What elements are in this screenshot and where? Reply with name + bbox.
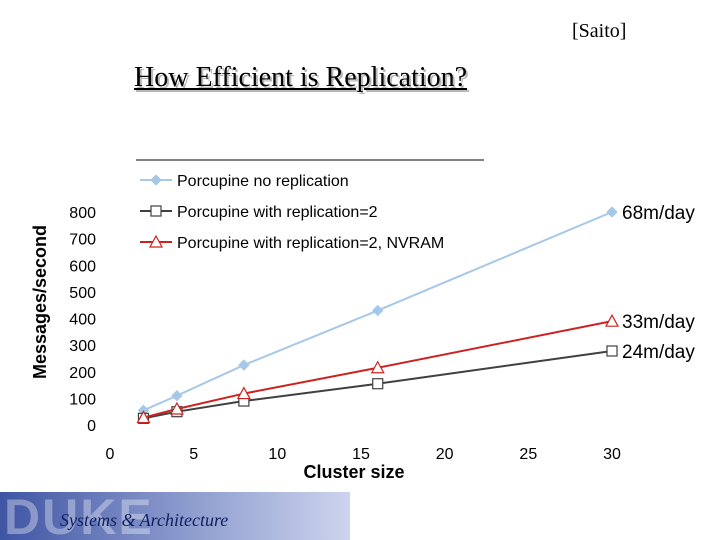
data-point: [169, 401, 184, 415]
legend: Porcupine no replication Porcupine with r…: [136, 159, 484, 252]
y-tick-label: 0: [87, 418, 96, 435]
series-end-label: 68m/day: [622, 203, 695, 224]
data-point: [606, 206, 618, 218]
footer-subtitle: Systems & Architecture: [60, 510, 229, 530]
legend-marker: [150, 174, 162, 186]
legend-entry: Porcupine with replication=2, NVRAM: [140, 234, 444, 252]
series-end-label: 24m/day: [622, 342, 695, 363]
data-point: [604, 313, 620, 327]
y-tick-label: 300: [69, 338, 96, 355]
data-point: [238, 359, 250, 371]
series-2: 24m/day: [137, 342, 695, 424]
legend-marker: [150, 205, 162, 217]
y-tick-label: 700: [69, 232, 96, 249]
data-point: [606, 345, 618, 357]
legend-label: Porcupine with replication=2: [177, 204, 378, 221]
duke-logo: DUKE: [4, 492, 154, 540]
series-3: 33m/day: [136, 312, 695, 424]
legend-entry: Porcupine with replication=2: [140, 204, 378, 221]
y-axis-label: Messages/second: [30, 225, 50, 379]
x-tick-label: 10: [268, 446, 286, 463]
legend-label: Porcupine with replication=2, NVRAM: [177, 235, 444, 252]
legend-entry: Porcupine no replication: [140, 173, 349, 190]
citation: [Saito]: [572, 20, 627, 42]
data-point: [372, 378, 384, 390]
footer-banner: DUKE Systems & Architecture: [0, 492, 350, 540]
series-1: 68m/day: [137, 203, 695, 417]
x-tick-label: 30: [603, 446, 621, 463]
data-point: [370, 360, 385, 374]
x-tick-label: 20: [436, 446, 454, 463]
x-tick-label: 15: [352, 446, 370, 463]
data-point: [136, 410, 151, 424]
x-tick-label: 5: [189, 446, 198, 463]
y-tick-label: 800: [69, 205, 96, 222]
y-tick-label: 500: [69, 285, 96, 302]
legend-label: Porcupine no replication: [177, 173, 349, 190]
y-tick-label: 100: [69, 391, 96, 408]
y-tick-label: 600: [69, 258, 96, 275]
x-axis-label: Cluster size: [303, 462, 404, 482]
x-tick-label: 25: [519, 446, 537, 463]
data-point: [171, 390, 183, 402]
data-point: [372, 304, 384, 317]
series-layer: 68m/day 24m/day 33m/day: [136, 203, 695, 424]
series-end-label: 33m/day: [622, 312, 695, 333]
slide-title: How Efficient is Replication?: [134, 62, 468, 93]
legend-marker: [148, 234, 164, 248]
y-tick-label: 400: [69, 312, 96, 329]
y-tick-label: 200: [69, 365, 96, 382]
x-tick-label: 0: [106, 446, 115, 463]
data-point: [236, 386, 251, 400]
